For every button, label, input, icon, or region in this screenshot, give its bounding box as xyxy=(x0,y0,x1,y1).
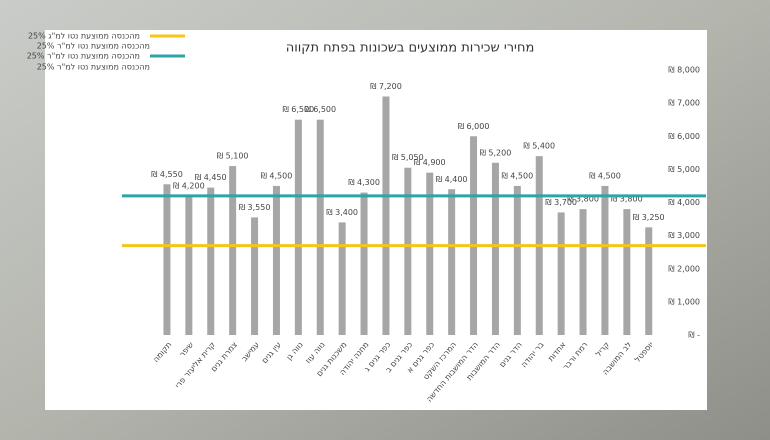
value-label: ₪ 5,100 xyxy=(217,152,249,161)
value-label: ₪ 5,050 xyxy=(392,153,424,162)
value-label: ₪ 3,250 xyxy=(633,213,665,222)
bar xyxy=(251,217,259,335)
bar xyxy=(623,209,631,335)
bar xyxy=(229,166,237,335)
value-label: ₪ 4,500 xyxy=(589,171,621,180)
value-label: ₪ 3,800 xyxy=(611,195,643,204)
bar xyxy=(557,212,565,335)
bar xyxy=(207,187,215,335)
bar xyxy=(426,172,434,335)
y-tick-label: ₪ 3,000 xyxy=(668,231,700,240)
value-label: ₪ 4,900 xyxy=(414,158,446,167)
legend-note: 25% מהכנסה ממוצעת נטו למ"ר xyxy=(37,63,150,72)
value-label: ₪ 5,200 xyxy=(480,148,512,157)
y-tick-label: ₪ - xyxy=(688,331,700,340)
value-label: ₪ 3,800 xyxy=(567,195,599,204)
bar xyxy=(360,192,368,335)
bar xyxy=(163,184,171,335)
value-label: ₪ 5,400 xyxy=(523,142,555,151)
chart-title: מחירי שכירות ממוצעים בשכונות בפתח תקווה xyxy=(286,41,535,56)
bar xyxy=(645,227,653,335)
y-tick-label: ₪ 1,000 xyxy=(668,297,700,306)
chart-panel xyxy=(45,30,707,410)
value-label: ₪ 4,400 xyxy=(436,175,468,184)
value-label: ₪ 6,000 xyxy=(458,122,490,131)
bar xyxy=(579,209,587,335)
bar xyxy=(601,185,609,335)
value-label: ₪ 3,550 xyxy=(239,203,271,212)
value-label: ₪ 3,400 xyxy=(326,208,358,217)
value-label: ₪ 3,700 xyxy=(545,198,577,207)
value-label: ₪ 7,200 xyxy=(370,82,402,91)
bar xyxy=(470,136,478,335)
y-tick-label: ₪ 2,000 xyxy=(668,264,700,273)
legend-note: 25% מהכנסה ממוצעת נטו למ"ר xyxy=(37,42,150,51)
bar xyxy=(382,96,390,335)
y-tick-label: ₪ 5,000 xyxy=(668,165,700,174)
bar xyxy=(316,119,324,335)
bar xyxy=(294,119,302,335)
value-label: ₪ 4,300 xyxy=(348,178,380,187)
bar xyxy=(338,222,346,335)
bar xyxy=(404,167,412,335)
y-tick-label: ₪ 6,000 xyxy=(668,132,700,141)
value-label: ₪ 4,500 xyxy=(501,171,533,180)
value-label: ₪ 4,500 xyxy=(261,171,293,180)
y-tick-label: ₪ 8,000 xyxy=(668,66,700,75)
value-label: ₪ 4,200 xyxy=(173,181,205,190)
bar xyxy=(448,189,456,335)
bar xyxy=(272,185,280,335)
legend-label: 25% מהכנסה ממוצעת נטו למ"ר xyxy=(27,52,140,61)
bar xyxy=(185,195,193,335)
legend-label: 25% מהכנסה ממוצעת נטו למ"ג xyxy=(28,32,140,41)
bar xyxy=(491,162,499,335)
value-label: ₪ 6,500 xyxy=(282,105,314,114)
y-tick-label: ₪ 7,000 xyxy=(668,99,700,108)
value-label: ₪ 4,550 xyxy=(151,170,183,179)
bar xyxy=(513,185,521,335)
value-label: ₪ 4,450 xyxy=(195,173,227,182)
value-label: ₪ 6,500 xyxy=(304,105,336,114)
y-tick-label: ₪ 4,000 xyxy=(668,198,700,207)
